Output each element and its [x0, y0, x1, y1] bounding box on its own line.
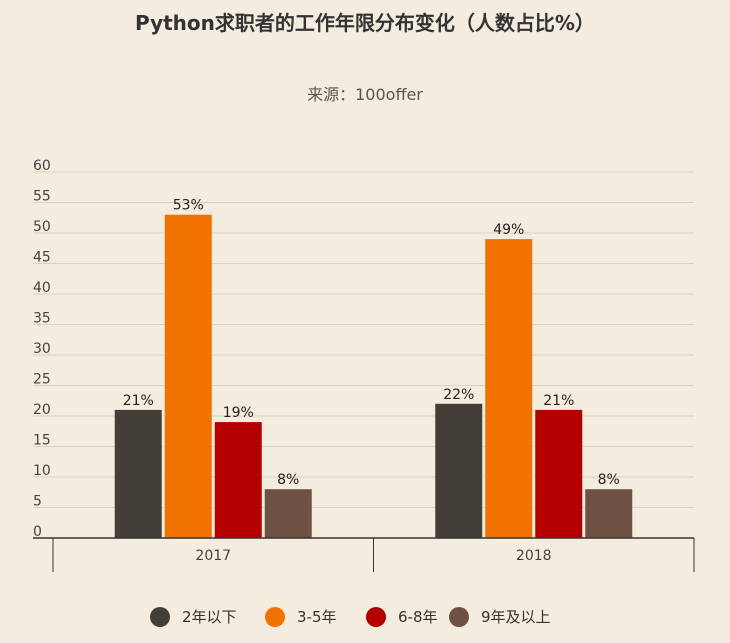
- data-label: 53%: [173, 198, 204, 214]
- y-tick-label: 25: [33, 372, 51, 388]
- legend-label: 3-5年: [297, 608, 337, 626]
- bar: [264, 489, 312, 538]
- data-label: 8%: [598, 472, 620, 488]
- legend-item: 2年以下: [150, 607, 237, 627]
- chart-title: Python求职者的工作年限分布变化（人数占比%）: [135, 11, 595, 35]
- legend-label: 2年以下: [182, 608, 237, 626]
- y-tick-label: 10: [33, 463, 51, 479]
- data-label: 19%: [223, 405, 254, 421]
- legend-swatch: [366, 607, 386, 627]
- data-label: 22%: [443, 387, 474, 403]
- legend-item: 9年及以上: [449, 607, 551, 627]
- bar: [164, 214, 212, 538]
- bar: [485, 239, 533, 538]
- y-tick-label: 0: [33, 524, 42, 540]
- data-label: 21%: [123, 393, 154, 409]
- y-tick-label: 55: [33, 189, 51, 205]
- legend: 2年以下 3-5年 6-8年 9年及以上: [150, 607, 551, 627]
- legend-item: 6-8年: [366, 607, 438, 627]
- y-tick-label: 45: [33, 250, 51, 266]
- x-tick-label: 2017: [195, 548, 231, 564]
- data-labels: 21% 53% 19% 8% 22% 49% 21% 8%: [123, 198, 620, 489]
- bars: [114, 214, 633, 538]
- y-axis: 0 5 10 15 20 25 30 35 40 45 50 55 60: [33, 158, 51, 540]
- chart-subtitle: 来源：100offer: [307, 85, 423, 104]
- bar: [435, 403, 483, 538]
- y-tick-label: 20: [33, 402, 51, 418]
- legend-label: 9年及以上: [481, 608, 551, 626]
- legend-swatch: [449, 607, 469, 627]
- legend-swatch: [265, 607, 285, 627]
- y-tick-label: 60: [33, 158, 51, 174]
- y-tick-label: 5: [33, 494, 42, 510]
- x-axis: 2017 2018: [33, 537, 695, 572]
- data-label: 8%: [277, 472, 299, 488]
- legend-swatch: [150, 607, 170, 627]
- y-tick-label: 15: [33, 433, 51, 449]
- bar: [214, 422, 262, 538]
- bar: [585, 489, 633, 538]
- y-tick-label: 30: [33, 341, 51, 357]
- legend-item: 3-5年: [265, 607, 337, 627]
- x-tick-label: 2018: [516, 548, 552, 564]
- legend-label: 6-8年: [398, 608, 438, 626]
- y-tick-label: 40: [33, 280, 51, 296]
- y-tick-label: 35: [33, 311, 51, 327]
- y-tick-label: 50: [33, 219, 51, 235]
- data-label: 21%: [543, 393, 574, 409]
- bar: [535, 409, 583, 538]
- bar: [114, 409, 162, 538]
- data-label: 49%: [493, 222, 524, 238]
